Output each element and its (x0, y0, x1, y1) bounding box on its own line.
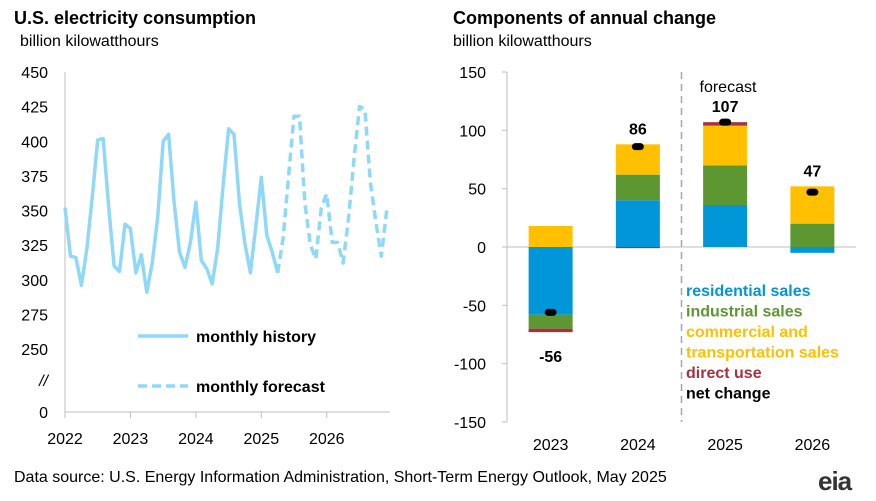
net-change-marker (631, 143, 644, 151)
bar-segment (528, 247, 573, 315)
left-x-tick-label: 2023 (113, 431, 149, 448)
left-y-tick-label: 0 (39, 405, 48, 422)
left-y-tick-label: 425 (21, 100, 48, 117)
net-change-marker (719, 118, 732, 126)
right-x-tick-label: 2023 (533, 437, 569, 454)
bar-segment (790, 223, 835, 247)
legend-entry: industrial sales (686, 304, 803, 321)
left-x-tick-label: 2026 (309, 431, 345, 448)
right-x-tick-label: 2025 (707, 437, 743, 454)
left-y-tick-label: 300 (21, 273, 48, 290)
bar-segment (528, 328, 573, 333)
right-y-tick-label: 150 (459, 65, 486, 82)
bar-segment (703, 165, 748, 205)
bar-segment (703, 125, 748, 166)
right-y-tick-label: 0 (477, 240, 486, 257)
bar-segment (615, 247, 660, 249)
left-y-tick-label: 400 (21, 134, 48, 151)
left-x-tick-label: 2025 (244, 431, 280, 448)
left-y-tick-label: 350 (21, 204, 48, 221)
right-x-tick-label: 2024 (620, 437, 656, 454)
right-x-tick-label: 2026 (795, 437, 831, 454)
left-y-tick-label: 450 (21, 65, 48, 82)
right-y-tick-label: 50 (468, 182, 486, 199)
bar-segment (528, 314, 573, 329)
data-source-note: Data source: U.S. Energy Information Adm… (14, 469, 667, 486)
net-change-label: 107 (712, 99, 739, 116)
right-y-tick-label: 100 (459, 123, 486, 140)
series-monthly-forecast (275, 104, 389, 274)
left-y-tick-label: 325 (21, 238, 48, 255)
left-x-tick-label: 2022 (47, 431, 83, 448)
series-monthly-history (63, 127, 280, 294)
right-y-tick-label: -50 (463, 298, 486, 315)
bar-segment (703, 205, 748, 247)
legend-history-label: monthly history (196, 329, 316, 346)
left-y-tick-label: 275 (21, 307, 48, 324)
net-change-label: 47 (803, 163, 821, 180)
right-y-tick-label: -150 (454, 415, 486, 432)
right-chart-subtitle: billion kilowatthours (453, 33, 592, 50)
legend-entry: net change (686, 386, 771, 403)
left-x-tick-label: 2024 (178, 431, 214, 448)
axis-break-mark: // (38, 373, 49, 390)
bar-segment (615, 200, 660, 247)
left-y-tick-label: 375 (21, 169, 48, 186)
consumption-line-chart: 450 425 400 375 350 325 300 275 250 // 0 2022 2023 20… (21, 65, 390, 448)
bar-segment (615, 174, 660, 201)
left-chart-title: U.S. electricity consumption (14, 8, 257, 28)
legend-entry: transportation sales (686, 345, 839, 362)
forecast-label: forecast (700, 79, 757, 96)
eia-logo: eia (818, 466, 852, 496)
right-y-tick-label: -100 (454, 357, 486, 374)
legend-entry: residential sales (686, 283, 811, 300)
net-change-label: 86 (629, 121, 647, 138)
left-y-tick-label: 250 (21, 342, 48, 359)
net-change-marker (544, 308, 557, 316)
right-chart-title: Components of annual change (453, 8, 717, 28)
bar-segment (528, 226, 573, 247)
net-change-marker (806, 188, 819, 196)
legend-forecast-label: monthly forecast (196, 379, 326, 396)
legend-entry: commercial and (686, 324, 808, 341)
left-chart-subtitle: billion kilowatthours (20, 33, 159, 50)
net-change-label: -56 (539, 349, 562, 366)
bar-segment (790, 247, 835, 253)
annual-change-bar-chart: 150 100 50 0 -50 -100 -150 forecast -56 2023 86 202… (454, 65, 856, 454)
legend-entry: direct use (686, 365, 762, 382)
